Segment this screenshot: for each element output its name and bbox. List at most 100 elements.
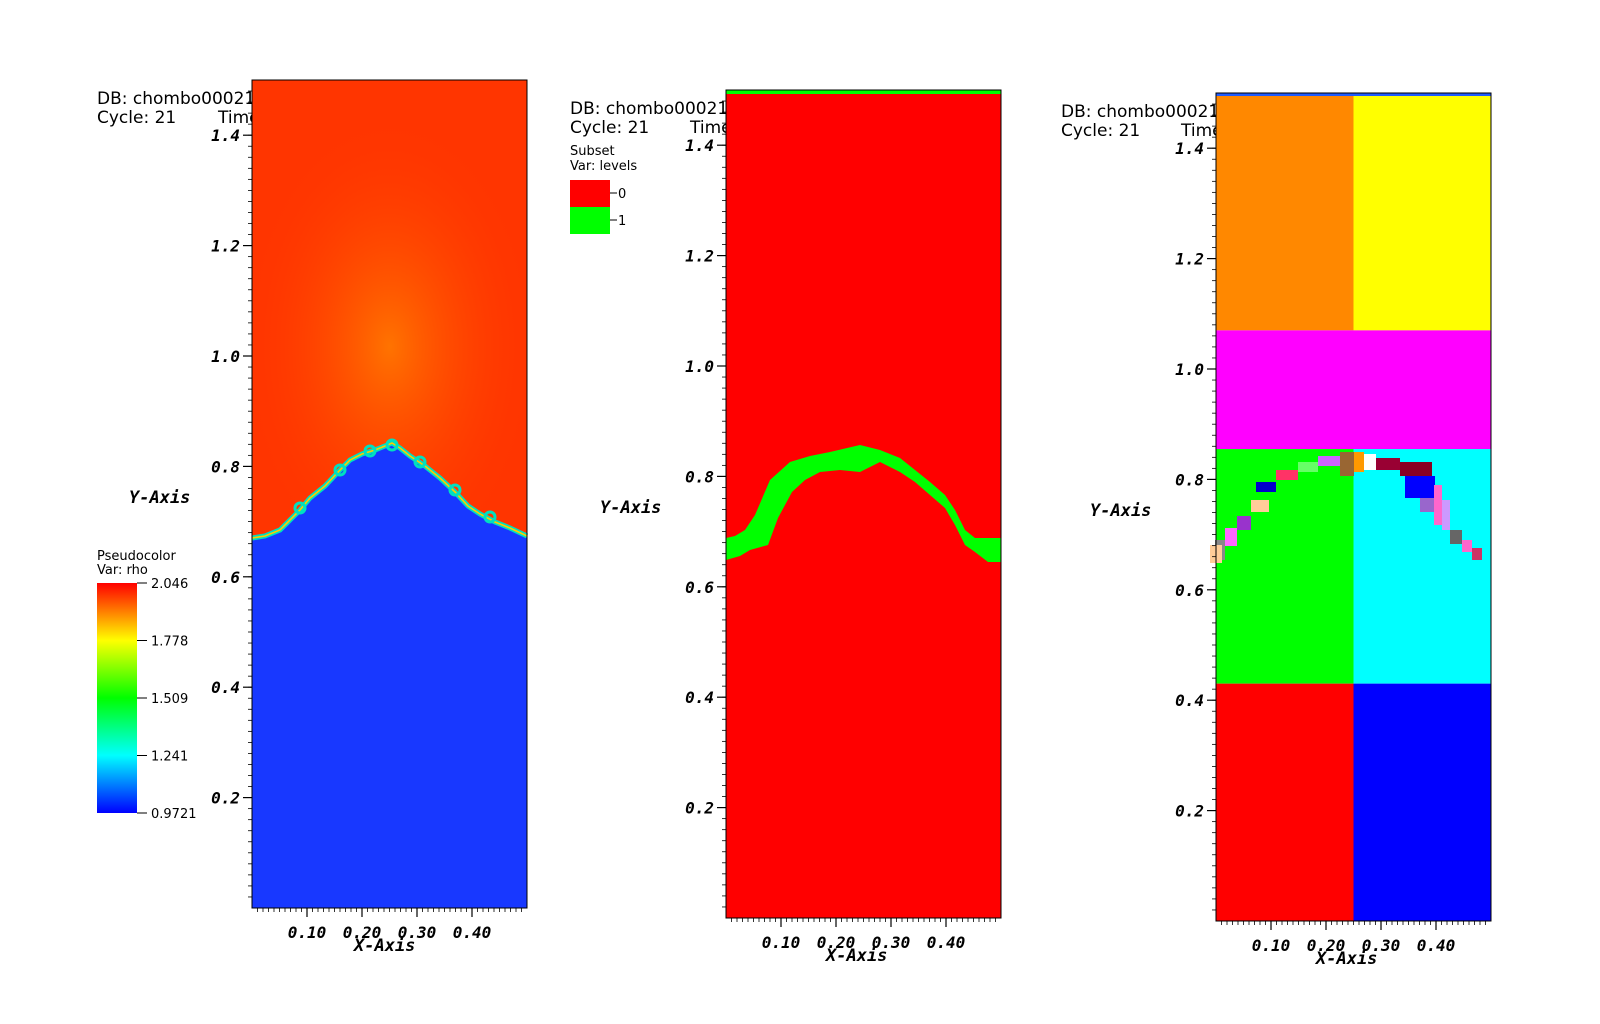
x-tick-label: 0.30 xyxy=(872,933,911,952)
x-tick-label: 0.30 xyxy=(1362,936,1401,955)
level1-top-strip xyxy=(726,90,1001,94)
rho-glow xyxy=(252,80,527,510)
y-tick-label: 1.4 xyxy=(1175,139,1204,158)
panel2-cycle-label: Cycle: 21 xyxy=(570,118,649,138)
y-tick-label: 0.8 xyxy=(685,467,714,486)
patch-fine-cells xyxy=(1210,452,1482,563)
panel3-cycle-label: Cycle: 21 xyxy=(1061,121,1140,141)
colorbar-tick-label: 2.046 xyxy=(151,577,188,592)
colorbar-tick-label: 1.778 xyxy=(151,635,188,650)
y-tick-label: 0.8 xyxy=(211,457,240,476)
panel3-db-label: DB: chombo00021.hdf xyxy=(1061,102,1253,122)
panel1-db-label: DB: chombo00021.hdf xyxy=(97,89,289,109)
patch-cell xyxy=(1256,482,1276,492)
colorbar-tick-label: 0.9721 xyxy=(151,807,197,822)
rho-vortex xyxy=(448,483,462,497)
y-tick-label: 0.8 xyxy=(1175,470,1204,489)
panel2-xlabel: X-Axis xyxy=(824,946,887,966)
panel1-xlabel: X-Axis xyxy=(352,936,415,956)
y-tick-label: 0.6 xyxy=(211,568,240,587)
rho-vortex xyxy=(413,455,427,469)
x-tick-label: 0.10 xyxy=(1252,936,1291,955)
rho-vortex xyxy=(385,438,399,452)
panel3-xlabel: X-Axis xyxy=(1314,949,1377,969)
x-tick-label: 0.40 xyxy=(927,933,966,952)
x-tick-label: 0.30 xyxy=(398,923,437,942)
patch-cell xyxy=(1340,452,1354,476)
patch-block xyxy=(1353,93,1491,331)
patch-block xyxy=(1216,93,1354,331)
x-tick-label: 0.20 xyxy=(817,933,856,952)
x-tick-label: 0.40 xyxy=(453,923,492,942)
panel3-plot-area xyxy=(1210,92,1492,922)
y-tick-label: 1.2 xyxy=(685,247,714,266)
panel3-ticks: 0.10 0.20 0.30 0.40 0.2 0.4 0.6 0.8 1.0 1.2 1.4 xyxy=(1175,103,1486,955)
patch-cell xyxy=(1364,454,1376,470)
patch-cell xyxy=(1442,500,1450,530)
patch-block xyxy=(1216,449,1354,684)
legend1-title: Pseudocolor xyxy=(97,549,176,564)
legend2-var: Var: levels xyxy=(570,159,637,174)
y-tick-label: 0.2 xyxy=(1175,802,1204,821)
patch-cell xyxy=(1276,470,1298,480)
y-tick-label: 1.4 xyxy=(685,136,714,155)
y-tick-label: 0.6 xyxy=(1175,581,1204,600)
x-tick-label: 0.20 xyxy=(343,923,382,942)
rho-vortex xyxy=(363,444,377,458)
panel1-ylabel: Y-Axis xyxy=(129,488,190,508)
patch-cell xyxy=(1298,462,1318,472)
patch-cell xyxy=(1472,548,1482,560)
y-tick-label: 1.0 xyxy=(1175,360,1204,379)
y-tick-label: 0.4 xyxy=(1175,691,1204,710)
rho-vortex xyxy=(293,501,307,515)
legend2-swatch-0 xyxy=(570,180,610,207)
patch-cell xyxy=(1354,452,1364,472)
patch-cell xyxy=(1251,500,1269,512)
y-tick-label: 1.0 xyxy=(685,357,714,376)
rho-vortex xyxy=(483,510,497,524)
rho-low-region xyxy=(252,443,527,908)
patch-block xyxy=(1216,683,1354,921)
y-tick-label: 0.6 xyxy=(685,578,714,597)
panel1-ticks: 0.10 0.20 0.30 0.40 0.2 0.4 0.6 0.8 1.0 1.2 1.4 xyxy=(211,90,522,942)
panel2-db-label: DB: chombo00021.hdf xyxy=(570,99,762,119)
panel1-plot-area xyxy=(251,79,529,909)
panel-patches: DB: chombo00021.hdf Cycle: 21 Time:2.1 xyxy=(1061,92,1492,969)
legend2-label-0: 0 xyxy=(618,187,626,202)
legend1-ticks: 2.046 1.778 1.509 1.241 0.9721 xyxy=(137,577,197,822)
y-tick-label: 0.4 xyxy=(211,678,240,697)
panel-subset-levels: DB: chombo00021.hdf Cycle: 21 Time:2.1 0… xyxy=(570,89,1002,966)
patch-cell xyxy=(1434,485,1442,525)
rho-vortex xyxy=(333,463,347,477)
y-tick-label: 1.2 xyxy=(211,237,240,256)
x-tick-label: 0.10 xyxy=(762,933,801,952)
patch-blocks xyxy=(1216,93,1491,921)
y-tick-label: 1.4 xyxy=(211,126,240,145)
panel1-legend: Pseudocolor Var: rho 2.046 1.778 1.509 1.24… xyxy=(97,549,197,822)
patch-cell xyxy=(1237,516,1251,530)
colorbar-tick-label: 1.509 xyxy=(151,692,188,707)
y-tick-label: 0.2 xyxy=(211,789,240,808)
patch-cell xyxy=(1462,540,1472,552)
patch-cell xyxy=(1450,530,1462,544)
patch-cell xyxy=(1400,462,1432,476)
panel3-ylabel: Y-Axis xyxy=(1090,501,1151,521)
panel2-ylabel: Y-Axis xyxy=(600,498,661,518)
patch-cell xyxy=(1405,476,1435,498)
legend2-swatch-1 xyxy=(570,207,610,234)
x-tick-label: 0.10 xyxy=(288,923,327,942)
patch-block xyxy=(1216,330,1491,450)
y-tick-label: 1.0 xyxy=(211,347,240,366)
y-tick-label: 1.2 xyxy=(1175,250,1204,269)
legend2-title: Subset xyxy=(570,144,615,159)
x-tick-label: 0.20 xyxy=(1307,936,1346,955)
patch-cell xyxy=(1420,498,1434,512)
patch-cell xyxy=(1318,456,1340,466)
panel2-ticks: 0.10 0.20 0.30 0.40 0.2 0.4 0.6 0.8 1.0 1.2 1.4 xyxy=(685,100,996,952)
panel2-plot-area xyxy=(725,89,1002,919)
legend2-label-1: 1 xyxy=(618,214,626,229)
patch-cell xyxy=(1376,458,1400,470)
legend1-colorbar xyxy=(97,583,137,813)
patch-top-strip xyxy=(1216,93,1491,96)
